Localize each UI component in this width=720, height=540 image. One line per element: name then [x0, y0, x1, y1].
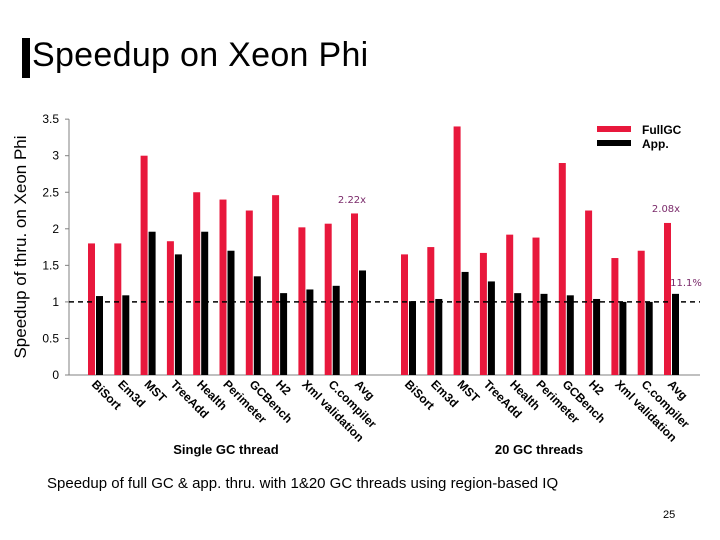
- bar-fullgc-2-7: [558, 163, 566, 375]
- legend-label-fullgc: FullGC: [642, 123, 682, 137]
- bar-app-2-9: [619, 301, 627, 375]
- title-accent-bar: [22, 38, 30, 78]
- bar-app-2-1: [409, 301, 416, 375]
- group-label: Single GC thread: [173, 442, 279, 457]
- bar-app-1-7: [253, 276, 261, 375]
- y-tick-label: 3.5: [42, 112, 59, 126]
- y-tick-label: 2.5: [42, 185, 59, 199]
- bar-fullgc-1-7: [245, 210, 253, 375]
- bar-fullgc-2-9: [611, 258, 619, 375]
- bar-fullgc-1-6: [219, 199, 227, 375]
- legend-swatch-app: [597, 140, 631, 146]
- bar-fullgc-2-2: [427, 247, 435, 375]
- bar-fullgc-1-5: [193, 192, 201, 375]
- bar-app-2-3: [461, 271, 469, 375]
- y-tick-label: 0: [52, 368, 59, 382]
- legend-label-app: App.: [642, 137, 669, 151]
- bar-fullgc-1-10: [324, 223, 332, 375]
- y-tick-label: 1: [52, 295, 59, 309]
- x-category-label: H2: [586, 377, 607, 398]
- y-tick-label: 3: [52, 149, 59, 163]
- y-tick-label: 0.5: [42, 331, 59, 345]
- bar-fullgc-1-4: [166, 241, 174, 375]
- bar-fullgc-2-3: [453, 126, 461, 376]
- annotation-label: 2.08x: [652, 204, 680, 215]
- bar-app-2-2: [435, 298, 443, 375]
- bar-fullgc-1-8: [272, 195, 280, 375]
- bar-app-2-11: [672, 293, 679, 375]
- bar-fullgc-1-9: [298, 227, 306, 375]
- bar-fullgc-2-10: [637, 250, 645, 375]
- bar-app-1-11: [359, 270, 366, 375]
- group-label: 20 GC threads: [495, 442, 583, 457]
- bar-app-2-8: [593, 298, 601, 375]
- bar-app-1-9: [306, 289, 314, 375]
- slide-caption: Speedup of full GC & app. thru. with 1&2…: [47, 475, 559, 492]
- bar-app-1-4: [174, 254, 182, 375]
- legend-swatch-fullgc: [597, 126, 631, 132]
- page-number: 25: [663, 509, 676, 521]
- annotation-label: 11.1%: [670, 278, 702, 289]
- bar-app-2-10: [645, 301, 653, 375]
- bar-app-1-2: [122, 295, 130, 375]
- bar-fullgc-1-3: [140, 155, 148, 375]
- bar-fullgc-2-11: [664, 222, 671, 375]
- y-tick-label: 1.5: [42, 258, 59, 272]
- bar-app-2-5: [514, 293, 522, 375]
- bar-app-1-6: [227, 250, 235, 375]
- slide-title: Speedup on Xeon Phi: [32, 36, 369, 74]
- bar-app-1-3: [148, 231, 156, 375]
- bar-fullgc-2-1: [401, 254, 408, 375]
- annotation-label: 2.22x: [338, 195, 366, 206]
- x-category-label: H2: [273, 377, 294, 398]
- bar-fullgc-1-11: [351, 213, 358, 375]
- bar-app-2-6: [540, 293, 548, 375]
- bar-fullgc-2-4: [479, 252, 487, 375]
- bar-fullgc-2-5: [506, 234, 514, 375]
- bar-fullgc-1-2: [114, 243, 122, 375]
- bar-fullgc-1-1: [88, 243, 95, 375]
- y-tick-label: 2: [52, 222, 59, 236]
- bar-fullgc-2-8: [585, 210, 593, 375]
- bar-app-1-5: [201, 231, 209, 375]
- y-axis-label: Speedup of thru. on Xeon Phi: [11, 135, 30, 358]
- bar-fullgc-2-6: [532, 237, 540, 375]
- bar-app-2-7: [566, 295, 574, 375]
- bar-app-1-10: [332, 285, 340, 375]
- bar-app-1-8: [280, 293, 288, 375]
- bar-app-2-4: [487, 281, 495, 375]
- bar-app-1-1: [96, 296, 103, 375]
